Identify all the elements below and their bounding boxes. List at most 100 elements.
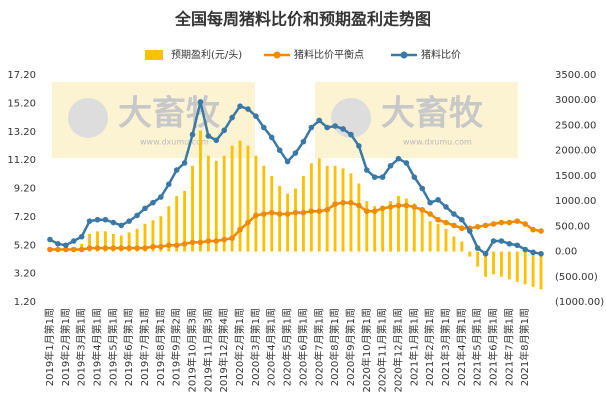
bar (135, 228, 139, 252)
marker (181, 241, 188, 247)
marker (522, 221, 528, 227)
y-tick-label: 7.20 (14, 212, 36, 223)
y2-tick-label: (500.00) (555, 272, 598, 283)
marker (237, 103, 243, 110)
bar (159, 216, 163, 252)
bar (88, 233, 91, 252)
marker (514, 218, 521, 224)
marker (451, 222, 457, 229)
x-tick-label: 2020年9月第1周 (344, 308, 357, 386)
legend-label: 猪料比价平衡点 (294, 48, 364, 61)
x-tick-label: 2020年2月第1周 (233, 308, 246, 386)
x-tick-label: 2020年6月第1周 (296, 308, 309, 386)
marker (70, 238, 77, 244)
marker (245, 106, 251, 112)
y-tick-label: 15.20 (7, 98, 36, 109)
bar (484, 251, 488, 277)
legend-swatch (400, 51, 408, 59)
marker (538, 250, 544, 257)
legend-label: 预期盈利(元/头) (171, 49, 242, 61)
bar (96, 231, 99, 252)
marker (348, 199, 354, 206)
legend-swatch (145, 50, 163, 60)
bar (309, 163, 313, 252)
x-tick-label: 2019年4月第1周 (90, 308, 103, 386)
marker (118, 245, 125, 251)
marker (474, 224, 481, 230)
marker (221, 236, 228, 243)
marker (86, 245, 93, 251)
marker (150, 243, 156, 250)
bar (531, 251, 535, 287)
x-tick-label: 2019年11月第3周 (201, 308, 214, 393)
marker (110, 219, 117, 226)
marker (150, 199, 156, 206)
marker (292, 150, 299, 156)
x-tick-label: 2019年3月第1周 (75, 308, 88, 386)
bar (436, 223, 440, 252)
marker (181, 160, 188, 166)
bar (357, 183, 361, 252)
marker (363, 167, 370, 173)
marker (395, 202, 402, 209)
marker (165, 242, 172, 249)
y2-tick-label: 2500.00 (555, 120, 596, 131)
marker (118, 222, 125, 229)
x-tick-label: 2020年3月第1周 (249, 308, 262, 386)
marker (387, 204, 394, 210)
bar (103, 231, 107, 252)
bar (230, 145, 234, 252)
marker (411, 174, 418, 180)
marker (387, 163, 394, 169)
marker (126, 245, 132, 251)
marker (506, 219, 513, 226)
marker (419, 206, 426, 213)
marker (158, 194, 164, 200)
bar (468, 251, 472, 257)
marker (63, 242, 69, 249)
x-tick-label: 2021年5月第1周 (471, 308, 484, 386)
x-tick-label: 2019年2月第1周 (59, 308, 72, 386)
marker (86, 218, 93, 224)
y2-tick-label: (1000.00) (555, 297, 604, 308)
marker (213, 137, 220, 144)
y-tick-label: 5.20 (14, 240, 36, 251)
y-tick-label: 11.20 (7, 155, 36, 166)
marker (134, 212, 140, 219)
marker (292, 209, 299, 216)
marker (78, 233, 85, 240)
watermark-text: 大畜牧 (381, 94, 484, 134)
marker (538, 228, 544, 234)
watermark-url: www.dxumu.com (140, 138, 209, 147)
bar (206, 155, 210, 252)
marker (47, 236, 53, 243)
marker (530, 249, 536, 256)
marker (332, 201, 338, 207)
marker (403, 202, 410, 209)
marker (253, 113, 259, 119)
bar (254, 155, 258, 252)
marker (403, 160, 410, 166)
x-tick-label: 2019年6月第1周 (122, 308, 135, 386)
bar (460, 241, 464, 252)
marker (237, 226, 243, 233)
legend-swatch (273, 51, 281, 59)
marker (213, 238, 220, 244)
marker (490, 238, 497, 244)
y-tick-label: 13.20 (7, 127, 36, 138)
marker (268, 209, 275, 216)
x-tick-label: 2021年1月第1周 (407, 308, 420, 386)
marker (261, 211, 267, 217)
marker (506, 241, 513, 247)
bar (373, 206, 377, 252)
bar (515, 251, 519, 282)
marker (379, 174, 386, 180)
marker (173, 167, 180, 173)
bar (404, 198, 408, 252)
x-tick-label: 2019年10月第3周 (186, 308, 199, 393)
marker (308, 208, 315, 214)
bar (500, 251, 503, 277)
marker (340, 126, 346, 132)
x-tick-label: 2020年5月第1周 (281, 308, 294, 386)
bar (111, 233, 115, 252)
